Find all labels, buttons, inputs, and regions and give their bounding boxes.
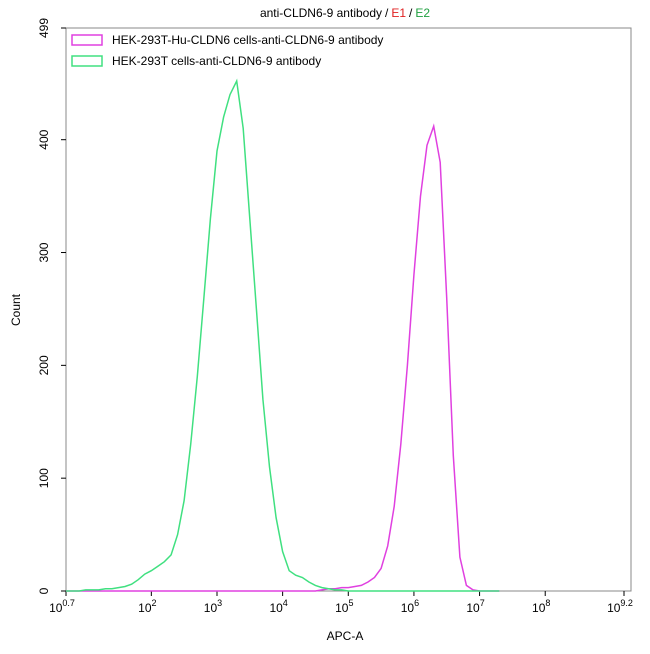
x-tick-label: 108 — [532, 598, 550, 615]
x-tick-base: 10 — [532, 601, 546, 615]
y-axis-label: Count — [9, 293, 23, 326]
x-tick-exponent: 6 — [414, 598, 419, 608]
x-tick-exponent: 7 — [480, 598, 485, 608]
x-tick-label: 107 — [466, 598, 484, 615]
title-part: E1 — [391, 6, 406, 20]
x-tick-exponent: 4 — [283, 598, 288, 608]
y-tick-label: 200 — [37, 355, 51, 375]
x-tick-base: 10 — [138, 601, 152, 615]
x-tick-label: 105 — [335, 598, 353, 615]
x-tick-label: 103 — [204, 598, 222, 615]
x-tick-label: 104 — [269, 598, 287, 615]
y-tick-label: 300 — [37, 242, 51, 262]
title-part: / — [409, 6, 413, 20]
y-tick-label: 400 — [37, 129, 51, 149]
x-tick-exponent: 2 — [152, 598, 157, 608]
x-tick-exponent: 3 — [217, 598, 222, 608]
legend-label: HEK-293T-Hu-CLDN6 cells-anti-CLDN6-9 ant… — [112, 33, 383, 47]
x-tick-label: 102 — [138, 598, 156, 615]
x-tick-exponent: 5 — [348, 598, 353, 608]
legend-swatch — [71, 34, 103, 46]
x-tick-base: 10 — [466, 601, 480, 615]
x-tick-exponent: 9.2 — [620, 598, 633, 608]
title-part: / — [385, 6, 389, 20]
x-tick-base: 10 — [607, 601, 621, 615]
x-axis-label: APC-A — [327, 629, 364, 643]
x-tick-base: 10 — [269, 601, 283, 615]
title-part: anti-CLDN6-9 antibody — [260, 6, 382, 20]
x-tick-exponent: 0.7 — [62, 598, 75, 608]
x-tick-label: 109.2 — [607, 598, 633, 615]
histogram-line — [66, 123, 500, 592]
x-tick-base: 10 — [49, 601, 63, 615]
histogram-line — [66, 78, 500, 592]
x-tick-base: 10 — [335, 601, 349, 615]
x-tick-label: 106 — [401, 598, 419, 615]
y-tick-label: 100 — [37, 468, 51, 488]
x-tick-base: 10 — [401, 601, 415, 615]
x-tick-exponent: 8 — [545, 598, 550, 608]
legend-label: HEK-293T cells-anti-CLDN6-9 antibody — [112, 54, 321, 68]
legend-swatch — [71, 55, 103, 67]
y-tick-label: 0 — [37, 587, 51, 594]
title-part: E2 — [415, 6, 430, 20]
x-tick-label: 100.7 — [49, 598, 75, 615]
x-tick-base: 10 — [204, 601, 218, 615]
plot-frame — [65, 27, 632, 592]
y-tick-label: 499 — [37, 18, 51, 38]
chart-title: anti-CLDN6-9 antibody / E1/E2 — [260, 6, 430, 20]
